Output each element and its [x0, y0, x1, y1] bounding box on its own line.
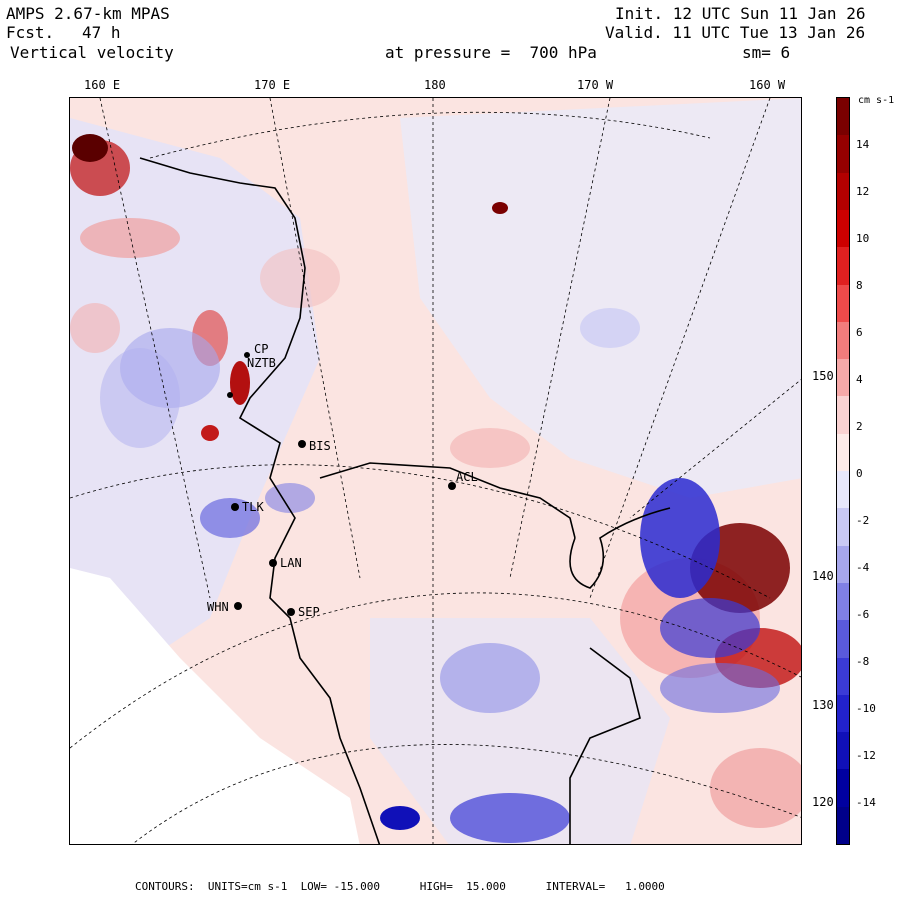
- map-svg: [70, 98, 801, 844]
- station-dot-lan: [269, 559, 277, 567]
- colorbar-level-label: 4: [856, 373, 863, 386]
- colorbar-level-label: 6: [856, 326, 863, 339]
- no-data-area: [70, 568, 360, 844]
- station-dot-sep: [287, 608, 295, 616]
- colorbar-units: cm s-1: [858, 95, 895, 106]
- station-label-bis: BIS: [309, 439, 331, 453]
- colorbar-level-label: -14: [856, 796, 876, 809]
- colorbar: [836, 97, 850, 845]
- init-time: Init. 12 UTC Sun 11 Jan 26: [615, 4, 866, 23]
- forecast-hour: 47 h: [82, 23, 121, 42]
- station-dot-acl: [448, 482, 456, 490]
- station-dot-tlk: [231, 503, 239, 511]
- colorbar-segment: [837, 433, 849, 472]
- colorbar-level-label: 2: [856, 420, 863, 433]
- colorbar-segment: [837, 209, 849, 248]
- colorbar-segment: [837, 582, 849, 621]
- colorbar-segment: [837, 396, 849, 435]
- station-label-lan: LAN: [280, 556, 302, 570]
- colorbar-segment: [837, 806, 849, 845]
- forecast-label: Fcst.: [6, 23, 55, 42]
- colorbar-segment: [837, 732, 849, 770]
- colorbar-level-label: 8: [856, 279, 863, 292]
- colorbar-level-label: -12: [856, 749, 876, 762]
- colorbar-level-label: -4: [856, 561, 870, 574]
- colorbar-level-label: -10: [856, 702, 876, 715]
- station-label-tlk: TLK: [242, 500, 264, 514]
- colorbar-level-label: 0: [856, 467, 863, 480]
- stations: [227, 352, 456, 616]
- colorbar-segment: [837, 359, 849, 397]
- station-dot-whn: [234, 602, 242, 610]
- colorbar-level-label: 12: [856, 185, 870, 198]
- colorbar-level-label: -6: [856, 608, 870, 621]
- map-panel: CP NZTB BIS ACL LAN SEP WHN TLK: [69, 97, 802, 845]
- model-title: AMPS 2.67-km MPAS: [6, 4, 170, 23]
- colorbar-segment: [837, 135, 849, 174]
- colorbar-segment: [837, 508, 849, 547]
- coastline: [139, 157, 671, 844]
- colorbar-level-label: -8: [856, 655, 870, 668]
- station-label-whn: WHN: [207, 600, 229, 614]
- colorbar-segment: [837, 247, 849, 285]
- colorbar-segment: [837, 545, 849, 584]
- colorbar-segment: [837, 321, 849, 360]
- colorbar-segment: [837, 284, 849, 323]
- station-dot-cp: [244, 352, 250, 358]
- lon-label-160w: 160 W: [749, 78, 786, 92]
- station-label-acl: ACL: [456, 470, 478, 484]
- colorbar-segment: [837, 694, 849, 733]
- contour-info: CONTOURS: UNITS=cm s-1 LOW= -15.000 HIGH…: [135, 880, 665, 893]
- colorbar-segment: [837, 769, 849, 808]
- station-label-cp: CP: [254, 342, 269, 356]
- lon-label-160e: 160 E: [84, 78, 121, 92]
- lon-label-170w: 170 W: [577, 78, 614, 92]
- valid-time: Valid. 11 UTC Tue 13 Jan 26: [605, 23, 866, 42]
- field-name: Vertical velocity: [10, 43, 174, 62]
- colorbar-level-label: 10: [856, 232, 870, 245]
- negative-contours: [100, 308, 780, 843]
- smoothing: sm= 6: [742, 43, 791, 62]
- colorbar-segment: [837, 657, 849, 696]
- colorbar-segment: [837, 98, 849, 136]
- lon-label-170e: 170 E: [254, 78, 291, 92]
- station-dot-nztb: [227, 392, 233, 398]
- station-label-nztb: NZTB: [247, 356, 276, 370]
- colorbar-level-label: -2: [856, 514, 870, 527]
- lon-label-180: 180: [424, 78, 446, 92]
- colorbar-segment: [837, 620, 849, 658]
- colorbar-segment: [837, 471, 849, 509]
- graticule: [70, 98, 801, 844]
- station-label-sep: SEP: [298, 605, 320, 619]
- colorbar-level-label: 14: [856, 138, 870, 151]
- colorbar-segment: [837, 172, 849, 211]
- station-dot-bis: [298, 440, 306, 448]
- region-negative-ross-sea: [400, 98, 801, 498]
- pressure-level: at pressure = 700 hPa: [385, 43, 597, 62]
